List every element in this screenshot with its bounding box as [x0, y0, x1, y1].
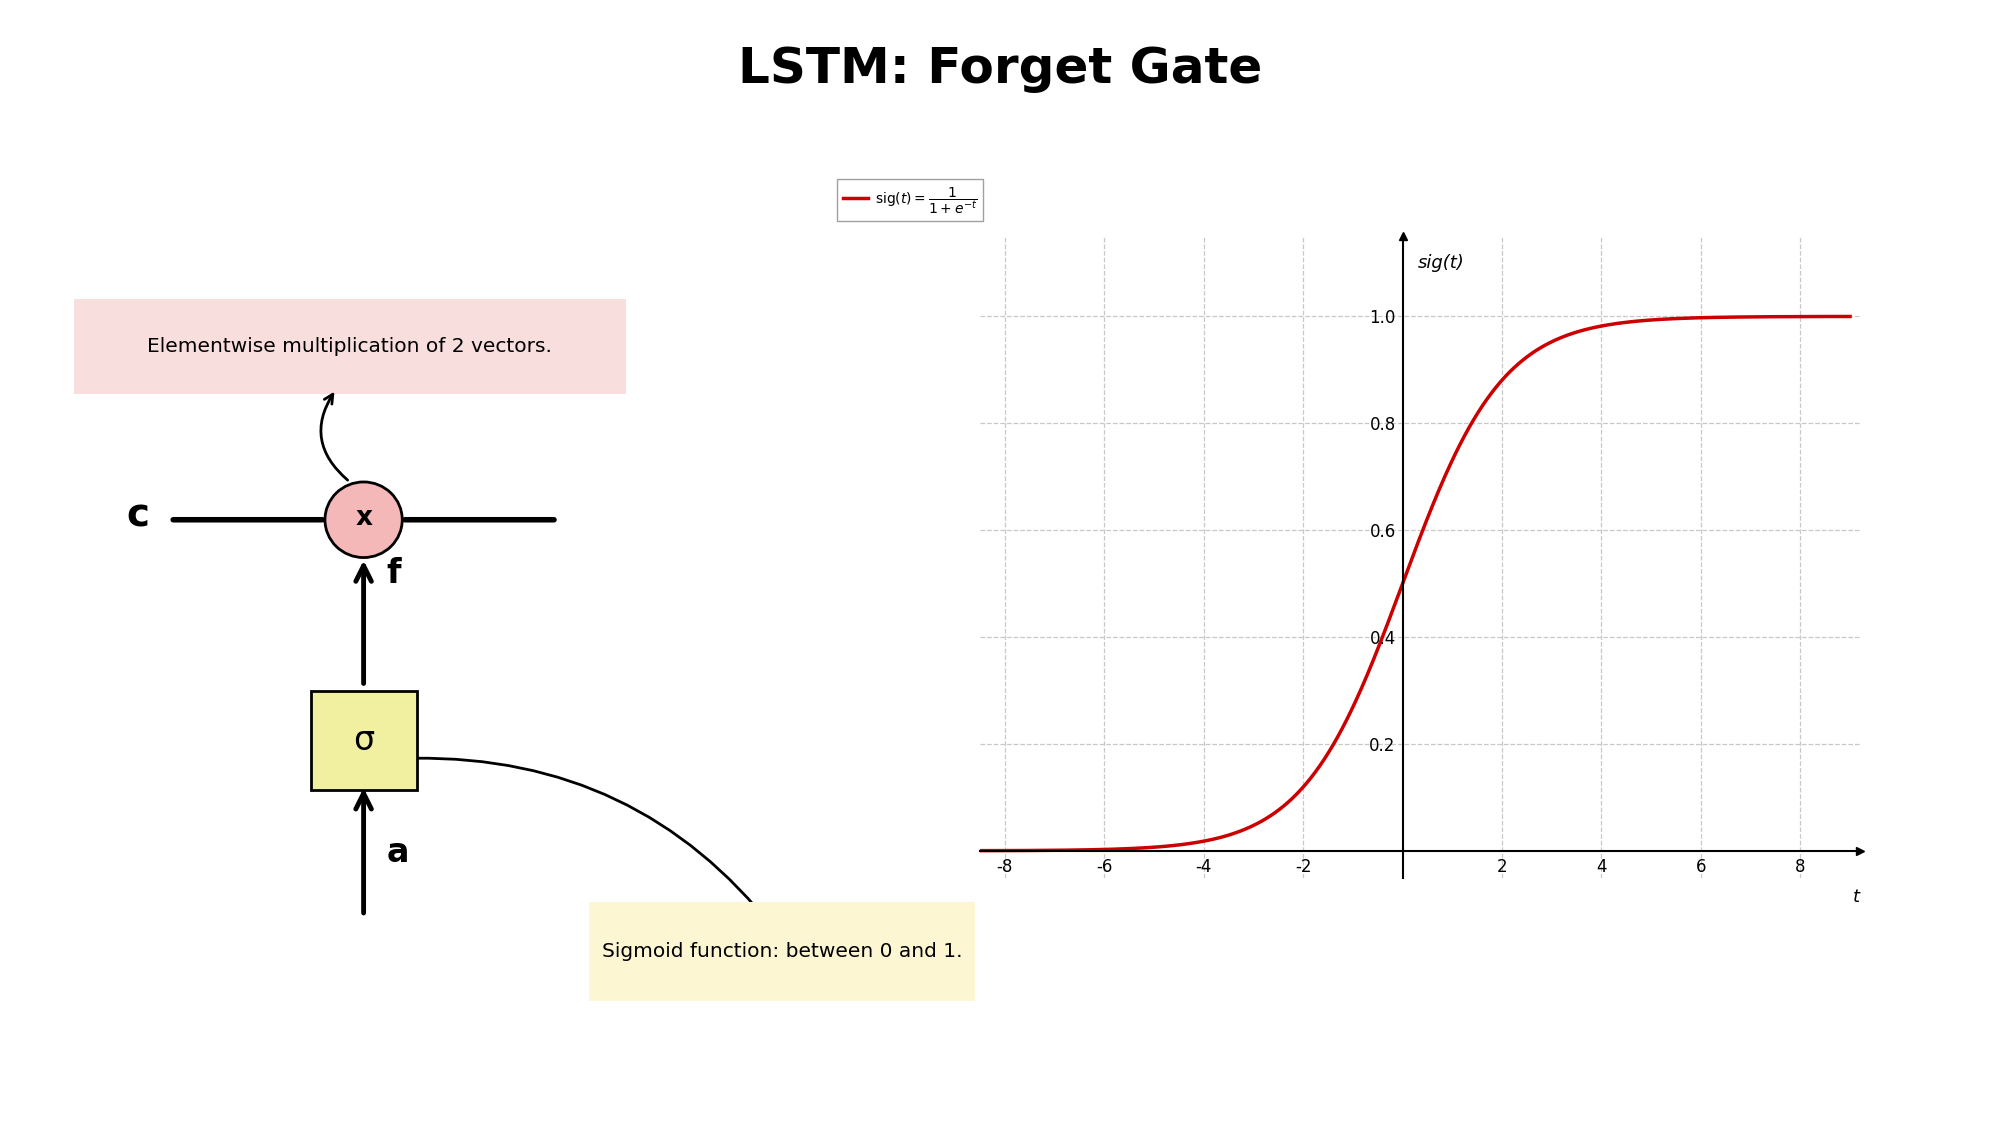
- $\mathrm{sig}(t) = \dfrac{1}{1+e^{-t}}$: [1102, 843, 1126, 856]
- Text: f: f: [386, 557, 402, 591]
- Text: σ: σ: [354, 723, 374, 757]
- Text: Elementwise multiplication of 2 vectors.: Elementwise multiplication of 2 vectors.: [148, 338, 552, 356]
- FancyBboxPatch shape: [74, 299, 626, 394]
- $\mathrm{sig}(t) = \dfrac{1}{1+e^{-t}}$: [1540, 334, 1564, 348]
- Text: a: a: [386, 836, 410, 870]
- $\mathrm{sig}(t) = \dfrac{1}{1+e^{-t}}$: [1616, 315, 1640, 328]
- $\mathrm{sig}(t) = \dfrac{1}{1+e^{-t}}$: [1838, 309, 1862, 323]
- Legend: $\mathrm{sig}(t) = \dfrac{1}{1+e^{-t}}$: $\mathrm{sig}(t) = \dfrac{1}{1+e^{-t}}$: [838, 179, 982, 222]
- Text: c: c: [126, 496, 150, 534]
- Circle shape: [324, 482, 402, 558]
- Text: t: t: [1852, 889, 1860, 907]
- FancyBboxPatch shape: [310, 691, 416, 790]
- $\mathrm{sig}(t) = \dfrac{1}{1+e^{-t}}$: [1470, 399, 1494, 413]
- $\mathrm{sig}(t) = \dfrac{1}{1+e^{-t}}$: [1348, 685, 1372, 699]
- Text: x: x: [356, 505, 372, 531]
- Text: LSTM: Forget Gate: LSTM: Forget Gate: [738, 45, 1262, 93]
- $\mathrm{sig}(t) = \dfrac{1}{1+e^{-t}}$: [1174, 837, 1198, 850]
- Text: sig(t): sig(t): [1418, 254, 1464, 272]
- Text: Sigmoid function: between 0 and 1.: Sigmoid function: between 0 and 1.: [602, 943, 962, 961]
- FancyBboxPatch shape: [588, 902, 976, 1001]
- Line: $\mathrm{sig}(t) = \dfrac{1}{1+e^{-t}}$: $\mathrm{sig}(t) = \dfrac{1}{1+e^{-t}}$: [956, 316, 1850, 850]
- $\mathrm{sig}(t) = \dfrac{1}{1+e^{-t}}$: [944, 844, 968, 857]
